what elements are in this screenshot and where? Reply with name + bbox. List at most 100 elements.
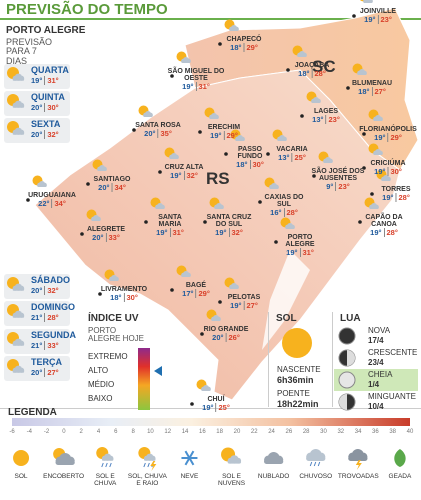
- cloud-icon: [323, 157, 333, 163]
- cloud-icon: [12, 283, 25, 291]
- cloud-icon: [373, 115, 383, 121]
- max-temp: 25°: [291, 153, 306, 162]
- cloud-part: [55, 460, 75, 465]
- city-temps: 18° 28°: [295, 69, 330, 78]
- phase-name: MINGUANTE: [368, 392, 416, 401]
- cloud-part: [181, 274, 191, 277]
- cloud-icon: [357, 69, 367, 75]
- divider: [268, 312, 269, 407]
- city: CAXIAS DO SUL 16° 28°: [262, 194, 306, 217]
- city: PASSO FUNDO 18° 30°: [228, 146, 272, 169]
- moon-title: LUA: [340, 313, 361, 324]
- scale-label: 28: [302, 429, 310, 435]
- cloud-part: [143, 114, 153, 117]
- cloud-icon: [12, 73, 25, 81]
- city-name: CRUZ ALTA: [164, 164, 204, 171]
- max-temp: 32°: [44, 286, 59, 295]
- max-temp: 30°: [44, 103, 59, 112]
- city-name: SANTA MARIA: [158, 214, 182, 228]
- cloud-icon: [285, 223, 295, 229]
- city-name: SANTIAGO: [93, 176, 131, 183]
- city: FLORIANÓPOLIS 19° 29°: [359, 126, 417, 142]
- city: URUGUAIANA 22° 34°: [28, 192, 76, 208]
- uv-subtitle: PORTO ALEGRE HOJE: [88, 326, 145, 344]
- city-temps: 9° 23°: [301, 182, 375, 191]
- city: LAGES 13° 23°: [312, 108, 340, 124]
- cloud-icon: [109, 275, 119, 281]
- cloud-icon: [12, 127, 25, 135]
- min-temp: 19°: [230, 301, 242, 310]
- city-dot: [266, 152, 270, 156]
- min-temp: 19°: [156, 228, 168, 237]
- city-name: BLUMENAU: [351, 80, 393, 87]
- city-name: SANTA CRUZ DO SUL: [206, 214, 252, 228]
- cloud-part: [357, 72, 367, 75]
- cloud-icon: [363, 0, 373, 4]
- max-temp: 23°: [377, 15, 392, 24]
- city-temps: 19° 29°: [359, 133, 417, 142]
- icon-label: GEADA: [388, 473, 412, 480]
- city-dot: [80, 232, 84, 236]
- cloud-icon: [269, 183, 279, 189]
- scale-label: 20: [233, 429, 241, 435]
- max-temp: 33°: [105, 233, 120, 242]
- cloud-part: [91, 218, 101, 221]
- cloud-part: [229, 28, 239, 31]
- scale-label: 2: [79, 429, 83, 435]
- scale-label: 34: [354, 429, 362, 435]
- city-dot: [370, 192, 374, 196]
- cloud-icon: [264, 452, 284, 464]
- scale-label: 0: [62, 429, 66, 435]
- scale-label: 38: [389, 429, 397, 435]
- min-temp: 19°: [170, 171, 182, 180]
- city-temps: 19° 29°: [208, 131, 240, 140]
- scale-label: 4: [96, 429, 101, 435]
- city: CHUÍ 19° 25°: [202, 396, 230, 412]
- cloud-icon: [348, 449, 368, 461]
- city: PELOTAS 19° 27°: [228, 294, 260, 310]
- city: RIO GRANDE 20° 26°: [204, 326, 248, 342]
- scale-label: 12: [164, 429, 172, 435]
- temperature-scale: [12, 418, 410, 426]
- cloud-icon: [181, 271, 191, 277]
- cloud-part: [323, 160, 333, 163]
- city-name: CRICIÚMA: [370, 160, 406, 167]
- min-temp: 19°: [182, 82, 194, 91]
- sun-icon: [13, 450, 30, 466]
- min-temp: 19°: [210, 131, 222, 140]
- city-temps: 19° 32°: [205, 228, 253, 237]
- city-name: LAGES: [313, 108, 339, 115]
- city-name: SÃO MIGUEL DO OESTE: [167, 68, 225, 82]
- cloud-icon: [12, 338, 25, 346]
- max-temp: 31°: [169, 228, 184, 237]
- city-temps: 19° 31°: [161, 82, 231, 91]
- scale-label: 36: [372, 429, 379, 435]
- day-temps: 20° 27°: [31, 368, 59, 377]
- sun-title: SOL: [276, 313, 297, 324]
- cloud-icon: [12, 100, 25, 108]
- min-temp: 22°: [38, 199, 50, 208]
- city: LIVRAMENTO 18° 30°: [101, 286, 147, 302]
- max-temp: 30°: [123, 293, 138, 302]
- city-temps: 13° 23°: [312, 115, 340, 124]
- day-temps: 21° 28°: [31, 313, 59, 322]
- cloud-icon: [369, 203, 379, 209]
- max-temp: 32°: [228, 228, 243, 237]
- min-temp: 19°: [364, 15, 376, 24]
- phase-date: 10/4: [368, 402, 384, 411]
- city-name: JOINVILLE: [359, 8, 397, 15]
- moon-highlight: [334, 369, 418, 391]
- city-dot: [312, 174, 316, 178]
- icon-label: ENCOBERTO: [43, 473, 85, 480]
- scale-label: 24: [268, 429, 275, 435]
- cloud-part: [169, 156, 179, 159]
- cloud-icon: [97, 165, 107, 171]
- icon-label: SOL E CHUVA: [94, 473, 117, 487]
- day-temps: 19° 31°: [31, 76, 59, 85]
- cloud-icon: [229, 283, 239, 289]
- city-dot: [346, 86, 350, 90]
- city-temps: 17° 29°: [182, 289, 210, 298]
- phase-name: NOVA: [368, 326, 391, 335]
- city-temps: 20° 35°: [135, 129, 181, 138]
